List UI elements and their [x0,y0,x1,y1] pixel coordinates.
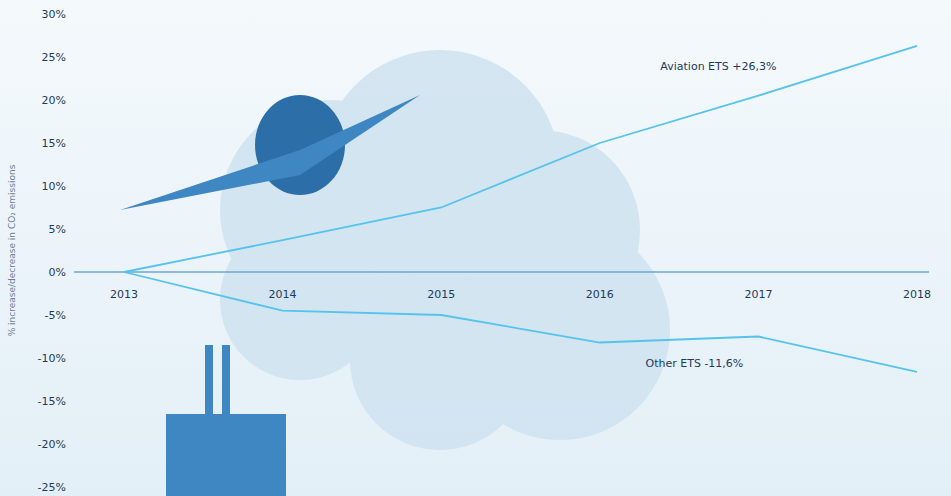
svg-text:-25%: -25% [38,481,66,494]
svg-text:Other ETS -11,6%: Other ETS -11,6% [646,357,744,370]
svg-text:10%: 10% [42,180,66,193]
svg-text:25%: 25% [42,51,66,64]
svg-text:2013: 2013 [110,288,138,301]
svg-text:-15%: -15% [38,395,66,408]
svg-text:-10%: -10% [38,352,66,365]
svg-text:15%: 15% [42,137,66,150]
svg-text:Aviation ETS +26,3%: Aviation ETS +26,3% [660,60,776,73]
svg-text:% increase/decrease in CO₂ emi: % increase/decrease in CO₂ emissions [7,164,17,336]
svg-text:-20%: -20% [38,438,66,451]
svg-text:2015: 2015 [427,288,455,301]
svg-text:20%: 20% [42,94,66,107]
svg-text:5%: 5% [49,223,66,236]
svg-text:30%: 30% [42,8,66,21]
svg-text:-5%: -5% [45,309,66,322]
svg-text:2017: 2017 [744,288,772,301]
svg-text:0%: 0% [49,266,66,279]
svg-text:2014: 2014 [269,288,297,301]
svg-text:2016: 2016 [586,288,614,301]
svg-text:2018: 2018 [903,288,931,301]
